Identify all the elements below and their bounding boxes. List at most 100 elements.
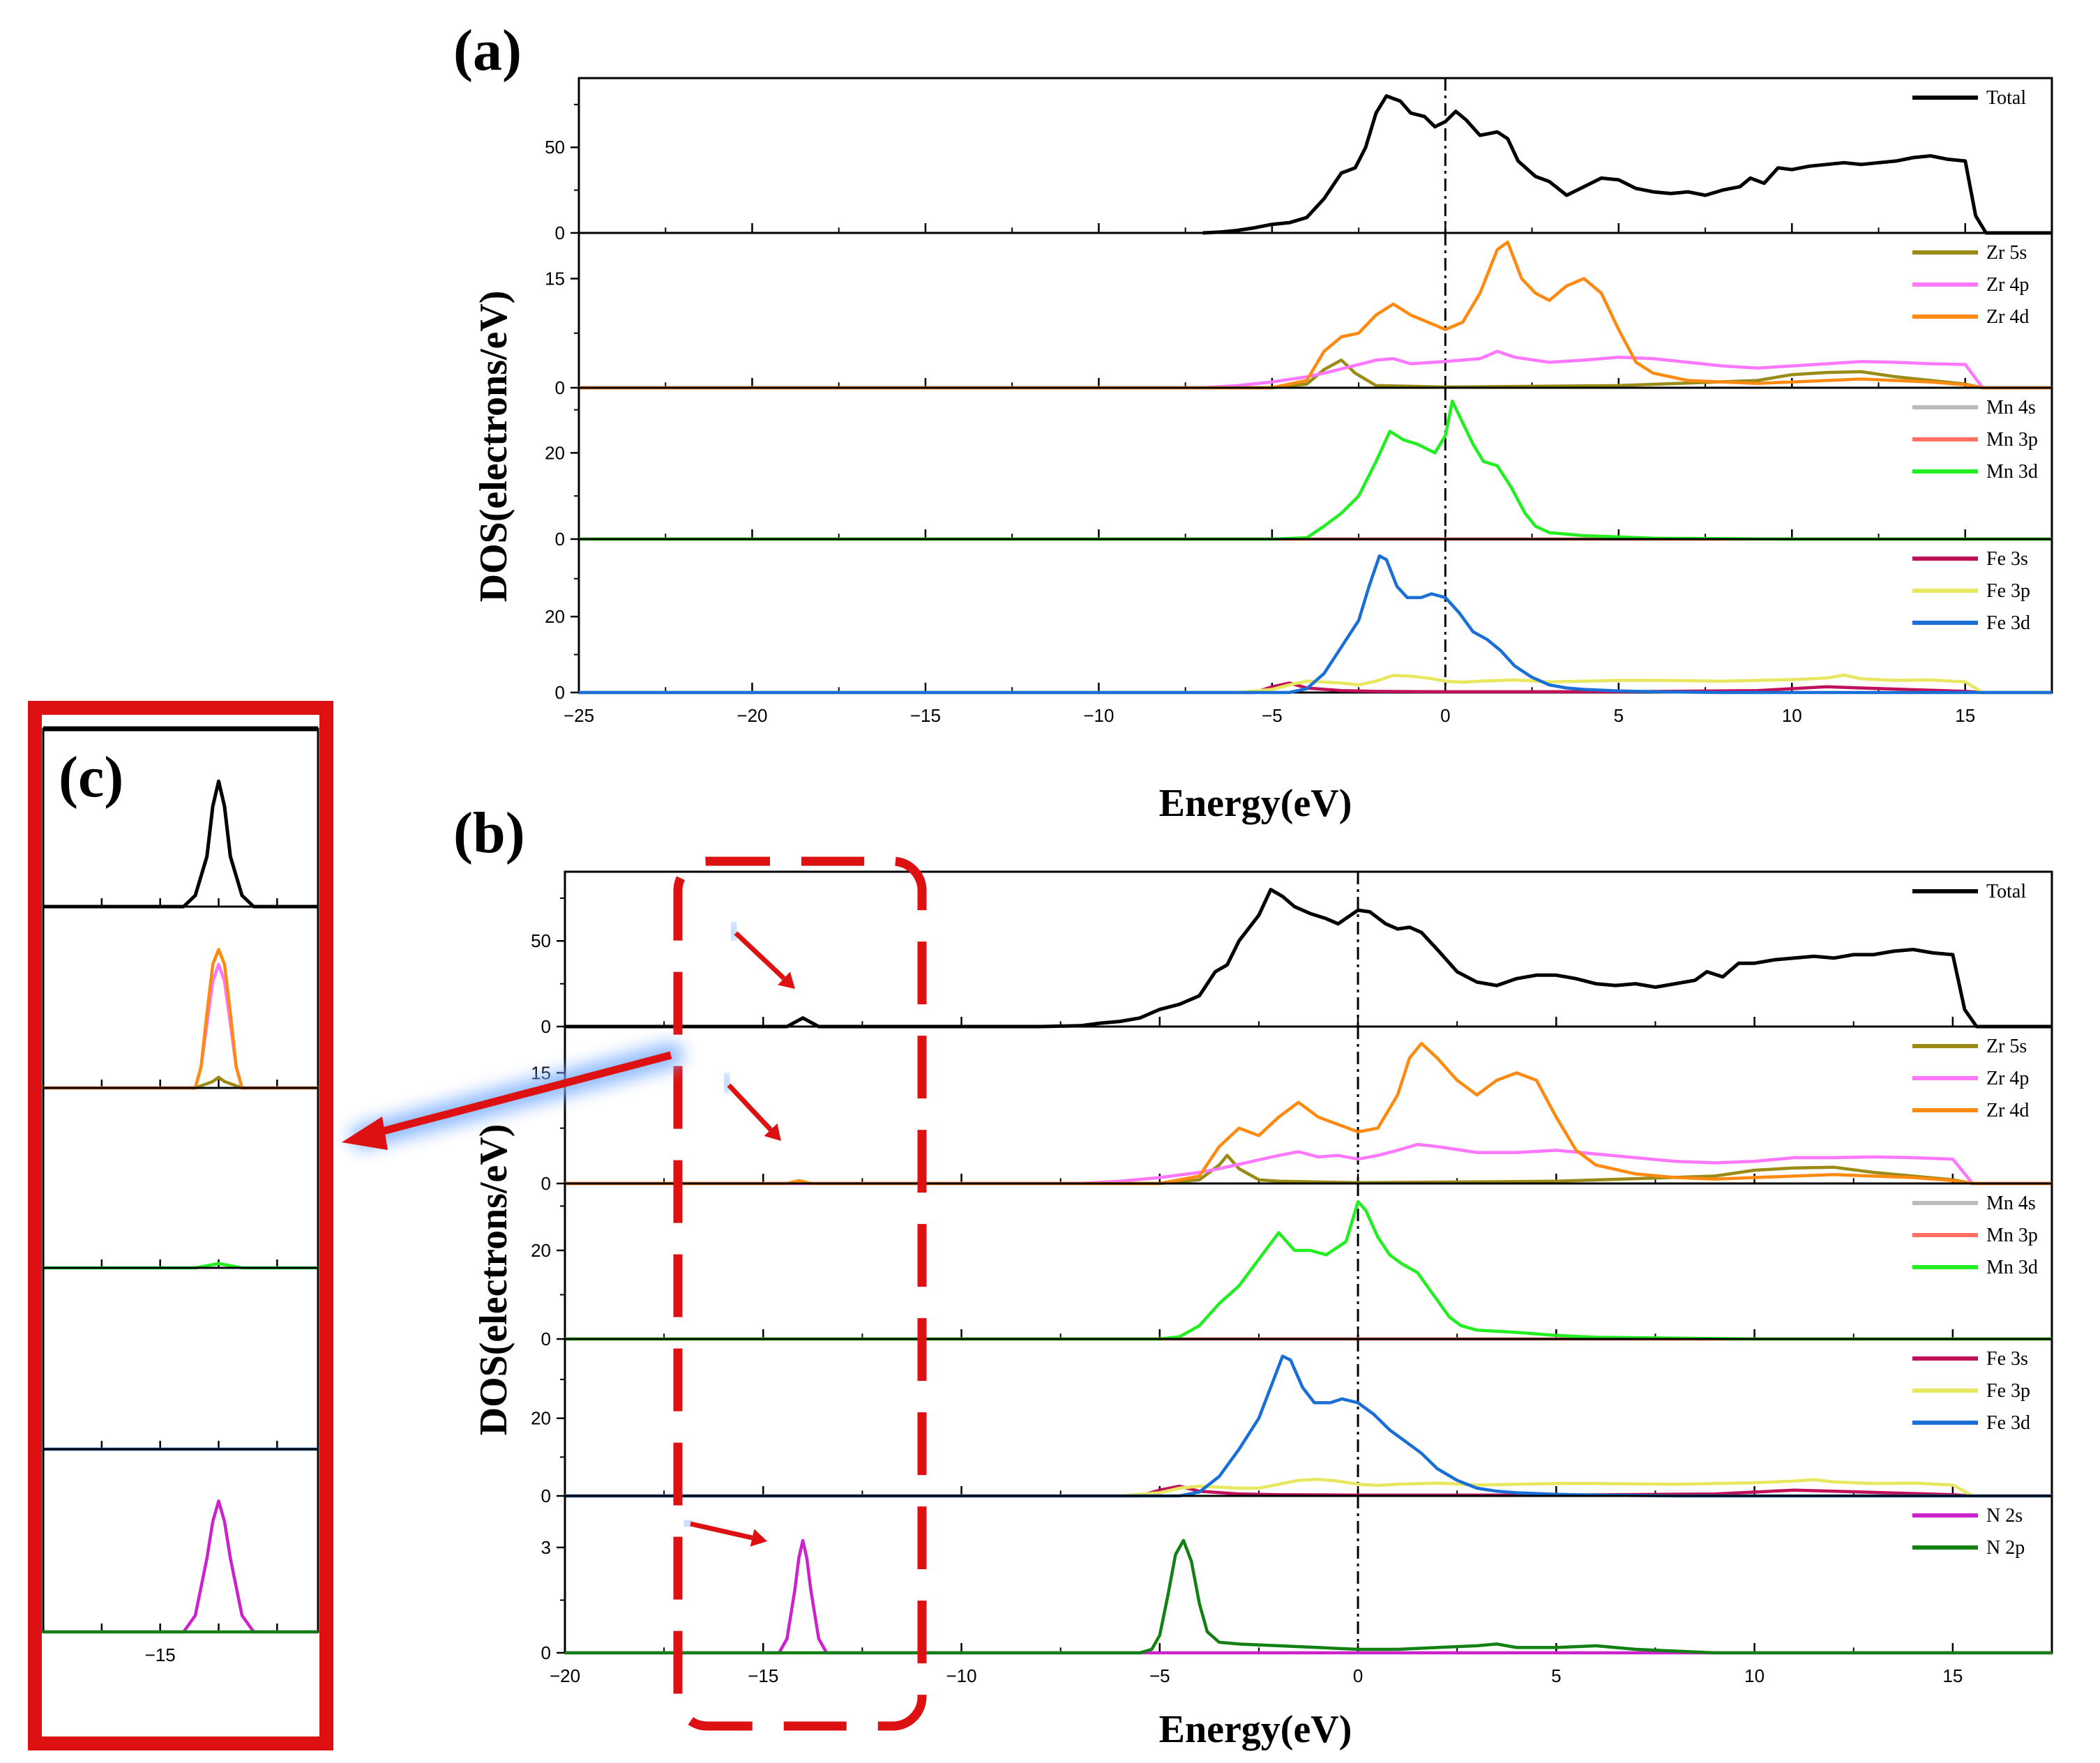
legend-label-total: Total <box>1986 87 2026 109</box>
x-tick-label: −15 <box>748 1665 778 1686</box>
x-tick-label: −20 <box>550 1665 580 1686</box>
legend-label-fe-3s: Fe 3s <box>1986 1348 2028 1370</box>
subplot-frame <box>42 1448 319 1633</box>
subplot-b-5: 0 3 N 2s N 2p <box>541 1495 2053 1663</box>
x-tick-label: 5 <box>1614 705 1624 726</box>
subplot-a-3: 0 20 Mn 4s Mn 3p Mn 3d <box>545 386 2053 550</box>
subplot-frame <box>564 1025 2053 1185</box>
y-tick-label: 0 <box>541 1329 551 1349</box>
legend-label-zr-4p: Zr 4p <box>1986 274 2029 296</box>
series-n-2s-line <box>43 1499 318 1634</box>
legend-label-n-2p: N 2p <box>1986 1537 2025 1559</box>
y-tick-label: 15 <box>545 268 565 289</box>
panel-label-c: (c) <box>59 745 123 810</box>
x-tick-label: 5 <box>1551 1665 1561 1686</box>
x-tick-label: 10 <box>1782 705 1802 726</box>
y-tick-label: 20 <box>545 606 565 627</box>
series-fe-3s-line <box>579 681 2052 695</box>
subplot-c-4 <box>42 1266 319 1451</box>
panel-label-b: (b) <box>453 801 525 865</box>
highlight-region-box <box>673 856 927 1731</box>
legend-label-zr-5s: Zr 5s <box>1986 242 2027 264</box>
x-tick-label: 0 <box>1353 1665 1363 1686</box>
y-tick-label: 20 <box>531 1240 551 1261</box>
series-mn-3d-line <box>579 399 2052 541</box>
series-zr-4p-line <box>579 349 2052 390</box>
pointer-arrow-head <box>778 971 795 989</box>
series-fe-3p-line <box>565 1477 2052 1498</box>
subplot-frame <box>564 870 2053 1028</box>
x-tick-label: −10 <box>946 1665 976 1686</box>
zoom-panel-frame <box>28 701 333 1750</box>
series-zr-4d-line <box>579 241 2052 390</box>
series-zr-4d-line <box>43 948 318 1090</box>
subplot-a-4: 0 20 Fe 3s Fe 3p Fe 3d <box>545 538 2053 703</box>
subplot-b-4: 0 20 Fe 3s Fe 3p Fe 3d <box>531 1338 2053 1506</box>
series-fe-3d-line <box>565 1354 2052 1498</box>
y-tick-label: 0 <box>555 377 565 398</box>
panel-label-a: (a) <box>453 18 522 83</box>
subplot-a-2: 0 15 Zr 5s Zr 4p Zr 4d <box>545 232 2053 398</box>
series-n-2s-line <box>565 1538 2052 1655</box>
legend-label-mn-3d: Mn 3d <box>1986 461 2038 483</box>
x-tick-label: −15 <box>145 1644 176 1665</box>
pointer-arrow-shaft <box>734 931 786 981</box>
x-axis-title-b: Energy(eV) <box>1159 1708 1352 1751</box>
y-tick-label: 20 <box>531 1408 551 1429</box>
pointer-arrow-shaft <box>690 1521 753 1541</box>
series-n-2p-line <box>565 1538 2052 1655</box>
pointer-arrow-glow <box>723 921 744 941</box>
legend-label-total: Total <box>1986 881 2026 902</box>
legend-label-n-2s: N 2s <box>1986 1505 2023 1527</box>
series-total-line <box>1202 94 2052 235</box>
pointer-arrow-head <box>750 1529 767 1547</box>
series-zr-5s-line <box>565 1153 2052 1186</box>
x-tick-label: −5 <box>1262 705 1283 726</box>
y-tick-label: 20 <box>545 442 565 463</box>
subplot-frame <box>42 1266 319 1451</box>
x-tick-label: 10 <box>1744 1665 1765 1686</box>
y-tick-label: 0 <box>555 682 565 703</box>
subplot-c-2 <box>42 905 319 1090</box>
subplot-frame <box>577 538 2053 694</box>
x-tick-label: 0 <box>1440 705 1450 726</box>
legend-label-mn-4s: Mn 4s <box>1986 1193 2036 1214</box>
zoom-arrow-head <box>342 1117 388 1150</box>
series-fe-3d-line <box>579 554 2052 695</box>
x-tick-label: −15 <box>910 705 941 726</box>
x-tick-label: −20 <box>736 705 767 726</box>
series-zr-4p-line <box>565 1142 2052 1186</box>
subplot-frame <box>564 1338 2053 1497</box>
y-tick-label: 0 <box>555 222 565 243</box>
y-tick-label: 0 <box>541 1642 551 1663</box>
y-tick-label: 3 <box>541 1537 551 1558</box>
pointer-arrow-glow <box>677 1514 699 1532</box>
subplot-b-3: 0 20 Mn 4s Mn 3p Mn 3d <box>531 1182 2053 1349</box>
y-tick-label: 0 <box>555 529 565 550</box>
legend-label-fe-3p: Fe 3p <box>1986 580 2030 602</box>
series-fe-3p-line <box>579 673 2052 695</box>
x-axis-title-a: Energy(eV) <box>1159 782 1352 825</box>
pointer-arrow-shaft <box>727 1083 773 1132</box>
legend-label-zr-4p: Zr 4p <box>1986 1068 2029 1089</box>
y-tick-label: 0 <box>541 1485 551 1506</box>
highlight-overlay <box>28 701 927 1750</box>
x-tick-label: −10 <box>1083 705 1114 726</box>
legend-label-zr-4d: Zr 4d <box>1986 306 2029 328</box>
legend-label-fe-3d: Fe 3d <box>1986 1412 2030 1434</box>
series-mn-3d-line <box>565 1200 2052 1341</box>
legend-label-fe-3d: Fe 3d <box>1986 612 2030 634</box>
legend-label-mn-4s: Mn 4s <box>1986 397 2036 418</box>
legend-label-zr-5s: Zr 5s <box>1986 1036 2027 1057</box>
series-zr-4d-line <box>565 1041 2052 1186</box>
y-tick-label: 50 <box>531 930 551 951</box>
subplot-frame <box>42 1087 319 1269</box>
series-total-line <box>43 779 318 909</box>
legend-label-mn-3p: Mn 3p <box>1986 1225 2038 1246</box>
subplot-frame <box>564 1182 2053 1340</box>
zoom-arrow-shaft <box>379 1051 672 1136</box>
